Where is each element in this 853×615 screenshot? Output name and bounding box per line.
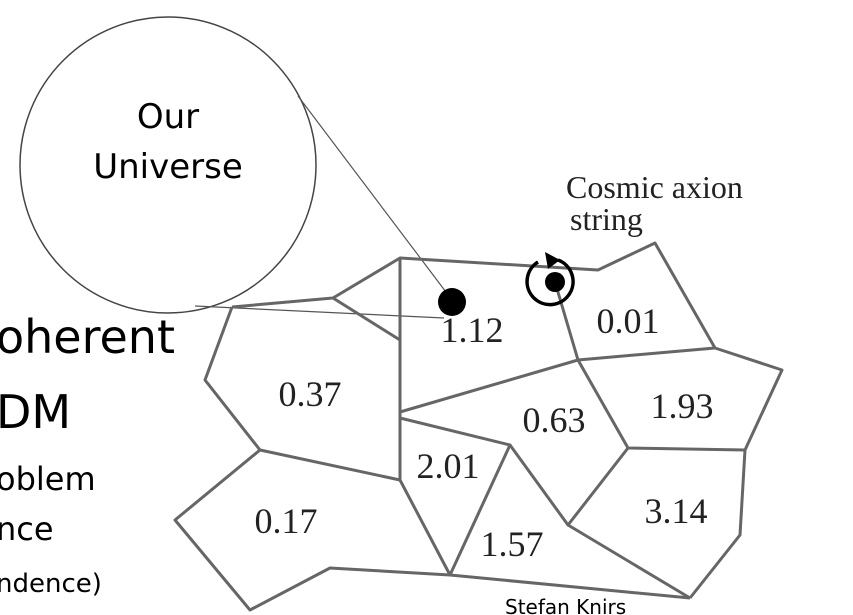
- string-label: string: [570, 201, 643, 237]
- cell-value: 1.12: [441, 310, 504, 350]
- cell-value: 0.63: [523, 400, 586, 440]
- universe-circle: [19, 16, 317, 314]
- universe-dot: [438, 288, 466, 316]
- circle-text: Our: [137, 97, 199, 137]
- cell-value: 2.01: [417, 446, 480, 486]
- string-dot: [545, 272, 565, 292]
- string-arrow: [525, 258, 575, 307]
- cell-value: 3.14: [645, 491, 708, 531]
- credit: Stefan Knirs: [505, 595, 626, 615]
- body-text: oblem: [0, 460, 96, 498]
- cell-value: 0.37: [279, 374, 342, 414]
- cell-value: 1.57: [481, 524, 544, 564]
- string-label: Cosmic axion: [566, 169, 743, 205]
- body-text: DM: [0, 385, 71, 439]
- body-text: oherent: [0, 310, 175, 364]
- body-text: ndence): [0, 569, 102, 599]
- zoom-line: [297, 95, 453, 301]
- body-text: nce: [0, 510, 54, 548]
- cell-value: 0.17: [255, 501, 318, 541]
- cell-value: 0.01: [597, 301, 660, 341]
- circle-text: Universe: [93, 147, 243, 187]
- domain-network: [173, 241, 784, 612]
- cell-value: 1.93: [651, 386, 714, 426]
- arrow-head: [545, 252, 560, 269]
